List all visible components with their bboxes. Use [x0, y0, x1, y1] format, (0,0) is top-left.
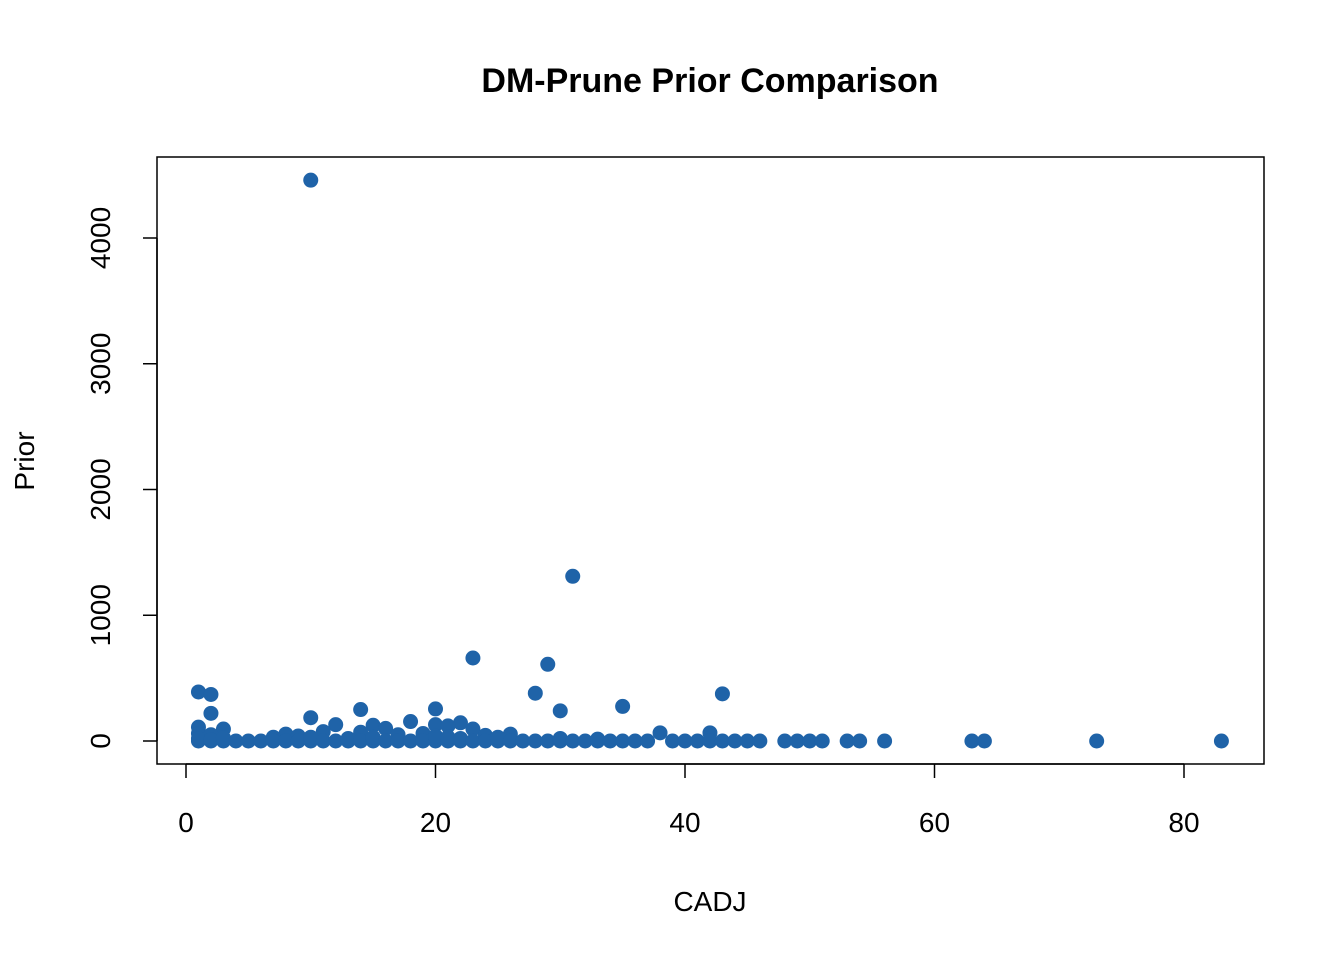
- data-point: [378, 720, 394, 736]
- data-point: [615, 698, 631, 714]
- data-point: [403, 733, 419, 749]
- data-point: [577, 733, 593, 749]
- data-point: [802, 733, 818, 749]
- data-point: [465, 650, 481, 666]
- data-point: [465, 721, 481, 737]
- data-point: [203, 705, 219, 721]
- data-point: [278, 733, 294, 749]
- data-point: [303, 172, 319, 188]
- data-point: [552, 703, 568, 719]
- data-point: [340, 730, 356, 746]
- x-axis-label: CADJ: [673, 886, 746, 917]
- data-point: [415, 733, 431, 749]
- data-point: [540, 656, 556, 672]
- data-point: [590, 731, 606, 747]
- data-point: [852, 733, 868, 749]
- data-point: [976, 733, 992, 749]
- data-point: [190, 730, 206, 746]
- data-point: [702, 733, 718, 749]
- data-point: [515, 733, 531, 749]
- y-tick-label: 1000: [85, 584, 116, 646]
- data-point: [602, 733, 618, 749]
- data-point: [739, 733, 755, 749]
- data-point: [714, 733, 730, 749]
- data-point: [353, 702, 369, 718]
- y-tick-label: 3000: [85, 333, 116, 395]
- data-point: [378, 733, 394, 749]
- data-point: [428, 717, 443, 733]
- data-point: [390, 733, 406, 749]
- x-tick-label: 60: [919, 807, 950, 838]
- y-axis: 0 1000 2000 3000 4000: [85, 207, 158, 749]
- data-point: [365, 729, 381, 745]
- data-point: [440, 729, 456, 745]
- data-point: [428, 701, 443, 717]
- data-point: [240, 733, 256, 749]
- y-tick-label: 0: [85, 733, 116, 749]
- data-point: [640, 733, 656, 749]
- y-tick-label: 4000: [85, 207, 116, 269]
- data-point: [752, 733, 768, 749]
- x-tick-label: 40: [669, 807, 700, 838]
- data-point: [652, 725, 668, 741]
- data-point: [328, 717, 344, 733]
- data-point: [665, 733, 681, 749]
- y-axis-label: Prior: [9, 431, 40, 490]
- x-tick-label: 20: [420, 807, 451, 838]
- data-point: [203, 732, 219, 748]
- data-point: [452, 730, 468, 746]
- data-point: [727, 733, 743, 749]
- data-point: [627, 733, 643, 749]
- data-point: [714, 686, 730, 702]
- data-point: [502, 733, 518, 749]
- data-point: [452, 715, 468, 731]
- data-point: [777, 733, 793, 749]
- data-point: [440, 718, 456, 734]
- x-tick-label: 0: [178, 807, 194, 838]
- data-point: [689, 733, 705, 749]
- data-point: [477, 733, 493, 749]
- data-point: [527, 733, 543, 749]
- data-point: [490, 729, 506, 745]
- data-point: [540, 733, 556, 749]
- data-point: [814, 733, 830, 749]
- data-points: [190, 172, 1229, 749]
- data-point: [527, 685, 543, 701]
- data-point: [203, 686, 219, 702]
- data-point: [290, 733, 306, 749]
- data-point: [315, 733, 331, 749]
- data-point: [677, 733, 693, 749]
- data-point: [215, 730, 231, 746]
- plot-frame: [156, 156, 1265, 765]
- y-tick-label: 2000: [85, 458, 116, 520]
- data-point: [565, 733, 581, 749]
- data-point: [190, 684, 206, 700]
- data-point: [565, 568, 581, 584]
- data-point: [877, 733, 893, 749]
- data-point: [265, 733, 281, 749]
- data-point: [328, 733, 344, 749]
- data-point: [403, 714, 419, 730]
- data-point: [365, 717, 381, 733]
- data-point: [552, 730, 568, 746]
- data-point: [303, 729, 319, 745]
- data-point: [228, 733, 244, 749]
- data-point: [789, 733, 805, 749]
- x-axis: 0 20 40 60 80: [178, 763, 1200, 838]
- x-tick-label: 80: [1168, 807, 1199, 838]
- data-point: [615, 733, 631, 749]
- data-point: [1213, 733, 1229, 749]
- data-point: [428, 728, 443, 744]
- data-point: [1089, 733, 1105, 749]
- data-point: [303, 710, 319, 726]
- data-point: [964, 733, 980, 749]
- chart-title: DM-Prune Prior Comparison: [481, 62, 938, 100]
- data-point: [465, 733, 481, 749]
- data-point: [353, 733, 369, 749]
- data-point: [839, 733, 855, 749]
- data-point: [253, 733, 269, 749]
